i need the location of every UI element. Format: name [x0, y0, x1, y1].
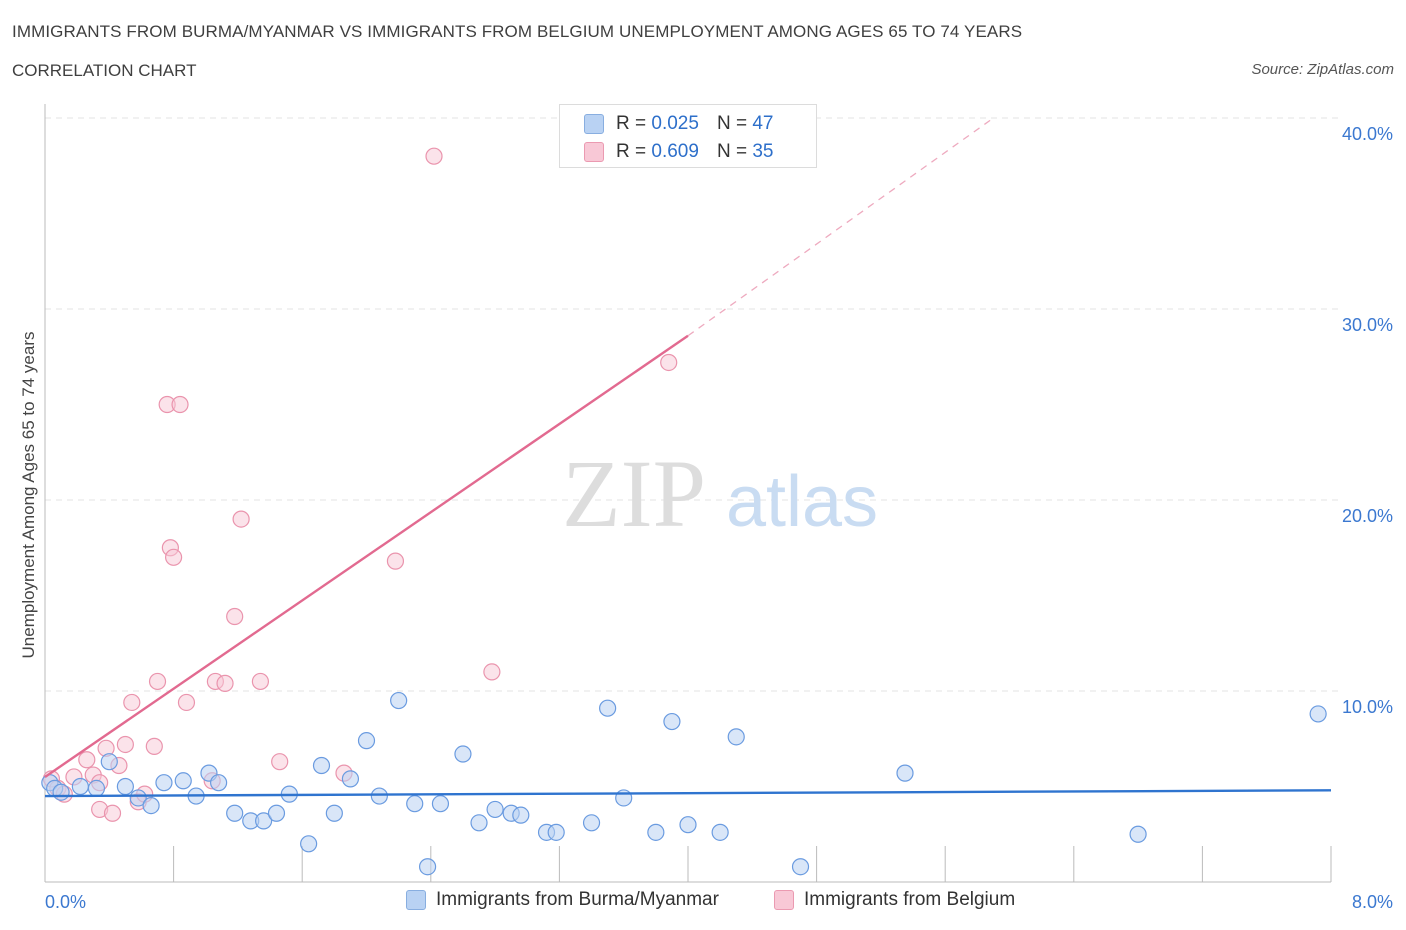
y-tick-label: 10.0% — [1342, 697, 1393, 717]
legend-swatch-belgium — [584, 142, 604, 162]
x-tick-labels: 0.0% 8.0% — [45, 892, 1393, 912]
trend-lines — [44, 117, 1332, 798]
axes — [44, 104, 1332, 883]
gridlines — [45, 117, 1341, 692]
point-burma — [582, 814, 601, 832]
point-burma — [210, 774, 228, 792]
point-burma — [390, 691, 408, 710]
y-tick-label: 30.0% — [1342, 315, 1393, 335]
y-tick-label: 40.0% — [1342, 124, 1393, 144]
point-burma — [226, 804, 244, 822]
point-belgium — [171, 395, 189, 414]
point-burma — [679, 816, 697, 834]
point-burma — [174, 772, 192, 790]
data-points — [41, 147, 1327, 876]
r-label: R = — [616, 141, 647, 162]
point-burma — [325, 804, 343, 822]
point-burma — [1129, 825, 1147, 843]
point-burma — [52, 783, 70, 801]
point-burma — [129, 789, 147, 807]
point-burma — [300, 835, 318, 853]
point-burma — [100, 753, 118, 771]
point-belgium — [251, 672, 270, 691]
chart-subtitle: CORRELATION CHART — [12, 61, 197, 80]
chart-title: IMMIGRANTS FROM BURMA/MYANMAR VS IMMIGRA… — [12, 22, 1023, 41]
legend-row-belgium: R = 0.609 N = 35 — [584, 140, 773, 164]
point-burma — [71, 777, 89, 796]
point-belgium — [165, 548, 183, 566]
watermark-atlas: atlas — [726, 462, 878, 542]
r-value-belgium: 0.609 — [651, 141, 699, 162]
n-value-burma: 47 — [752, 113, 774, 134]
y-tick-labels: 10.0% 20.0% 30.0% 40.0% — [1342, 124, 1393, 717]
legend-swatch-burma — [584, 114, 604, 134]
r-label: R = — [616, 113, 647, 134]
trend-line-belgium-extension — [687, 117, 994, 337]
point-burma — [370, 787, 388, 805]
point-burma — [155, 774, 173, 792]
point-belgium — [660, 353, 678, 372]
point-belgium — [78, 751, 96, 769]
point-burma — [647, 823, 665, 841]
point-burma — [791, 858, 810, 876]
watermark-zip: ZIP — [562, 440, 706, 547]
legend-row-burma: R = 0.025 N = 47 — [584, 112, 773, 136]
point-burma — [142, 796, 160, 815]
n-label: N = — [716, 141, 748, 162]
bottom-legend-belgium: Immigrants from Belgium — [774, 889, 1015, 911]
point-belgium — [123, 693, 141, 712]
point-belgium — [483, 663, 501, 681]
bottom-legend-swatch-burma — [406, 890, 426, 910]
y-axis-label: Unemployment Among Ages 65 to 74 years — [19, 332, 38, 659]
point-burma — [599, 699, 617, 717]
point-burma — [341, 770, 360, 788]
bottom-legend-burma: Immigrants from Burma/Myanmar — [406, 889, 719, 911]
trend-line-belgium — [44, 334, 689, 778]
point-burma — [512, 806, 530, 824]
point-belgium — [177, 693, 196, 712]
point-burma — [486, 800, 504, 819]
n-value-belgium: 35 — [752, 141, 774, 162]
point-belgium — [386, 552, 405, 570]
point-belgium — [103, 804, 122, 822]
bottom-legend-swatch-belgium — [774, 890, 794, 910]
point-burma — [896, 764, 914, 782]
point-belgium — [216, 674, 234, 692]
x-tick-label-max: 8.0% — [1352, 892, 1393, 912]
point-burma — [1309, 705, 1327, 723]
bottom-legend-label-belgium: Immigrants from Belgium — [804, 889, 1016, 910]
point-burma — [87, 779, 106, 798]
x-tick-label-min: 0.0% — [45, 892, 86, 912]
source-label: Source: ZipAtlas.com — [1251, 61, 1394, 78]
bottom-legend-label-burma: Immigrants from Burma/Myanmar — [436, 889, 719, 910]
point-burma — [547, 823, 565, 841]
n-label: N = — [716, 113, 748, 134]
y-tick-label: 20.0% — [1342, 506, 1393, 526]
point-burma — [663, 712, 681, 731]
point-belgium — [425, 147, 443, 165]
point-burma — [454, 745, 472, 763]
point-burma — [357, 732, 376, 750]
point-burma — [431, 795, 450, 813]
point-belgium — [145, 737, 163, 755]
point-burma — [267, 804, 286, 822]
point-burma — [418, 858, 437, 876]
trend-line-burma — [44, 789, 1332, 798]
r-value-burma: 0.025 — [651, 113, 699, 134]
point-burma — [470, 814, 488, 832]
point-belgium — [271, 753, 289, 771]
point-belgium — [226, 607, 244, 626]
point-belgium — [232, 510, 250, 528]
point-burma — [312, 756, 331, 775]
point-burma — [255, 812, 273, 830]
stats-legend: R = 0.025 N = 47 R = 0.609 N = 35 — [559, 104, 817, 168]
watermark: ZIP atlas — [562, 440, 878, 547]
point-belgium — [116, 735, 134, 754]
point-burma — [727, 728, 745, 746]
point-belgium — [148, 672, 167, 691]
point-burma — [116, 777, 134, 796]
point-burma — [711, 823, 729, 841]
point-burma — [406, 795, 424, 813]
